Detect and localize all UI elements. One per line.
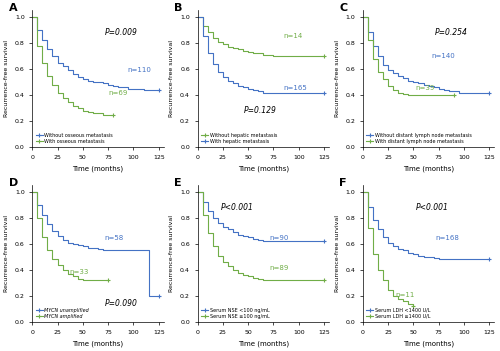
Text: n=140: n=140 [431,53,455,59]
Text: n=33: n=33 [69,269,88,275]
Legend: Without distant lymph node metastasis, With distant lymph node metastasis: Without distant lymph node metastasis, W… [365,132,473,145]
Y-axis label: Recurrence-free survival: Recurrence-free survival [170,215,174,292]
Text: F: F [339,178,346,188]
Text: n=58: n=58 [104,235,124,241]
Text: n=39: n=39 [416,85,435,91]
Text: P=0.009: P=0.009 [104,28,138,37]
Text: A: A [8,4,17,13]
Y-axis label: Recurrence-free survival: Recurrence-free survival [334,215,340,292]
Text: P=0.090: P=0.090 [104,299,138,308]
X-axis label: Time (months): Time (months) [72,340,124,347]
Y-axis label: Recurrence-free survival: Recurrence-free survival [334,40,340,117]
Legend: Serum LDH <1400 U/L, Serum LDH ≥1400 U/L: Serum LDH <1400 U/L, Serum LDH ≥1400 U/L [365,307,432,320]
Text: P<0.001: P<0.001 [416,203,448,212]
Text: n=168: n=168 [435,235,459,241]
Text: n=165: n=165 [283,85,307,91]
Y-axis label: Recurrence-free survival: Recurrence-free survival [4,40,9,117]
Text: E: E [174,178,182,188]
Text: P=0.254: P=0.254 [435,28,468,37]
Legend: Without hepatic metastasis, With hepatic metastasis: Without hepatic metastasis, With hepatic… [200,132,278,145]
Text: n=110: n=110 [127,67,151,73]
Text: B: B [174,4,182,13]
Text: n=90: n=90 [270,235,289,241]
Text: C: C [339,4,347,13]
Y-axis label: Recurrence-free survival: Recurrence-free survival [170,40,174,117]
Text: n=11: n=11 [396,292,415,298]
Legend: Without osseous metastasis, With osseous metastasis: Without osseous metastasis, With osseous… [34,132,114,145]
Text: n=89: n=89 [270,265,289,271]
Text: D: D [8,178,18,188]
X-axis label: Time (months): Time (months) [403,166,454,172]
X-axis label: Time (months): Time (months) [238,340,289,347]
Text: n=14: n=14 [283,33,302,39]
Text: P=0.129: P=0.129 [244,106,276,115]
X-axis label: Time (months): Time (months) [238,166,289,172]
Text: n=69: n=69 [108,90,128,96]
X-axis label: Time (months): Time (months) [403,340,454,347]
X-axis label: Time (months): Time (months) [72,166,124,172]
Y-axis label: Recurrence-free survival: Recurrence-free survival [4,215,9,292]
Legend: Serum NSE <100 ng/mL, Serum NSE ≥100 ng/mL: Serum NSE <100 ng/mL, Serum NSE ≥100 ng/… [200,307,270,320]
Legend: MYCN unamplified, MYCN amplified: MYCN unamplified, MYCN amplified [34,307,90,320]
Text: P<0.001: P<0.001 [221,203,254,212]
